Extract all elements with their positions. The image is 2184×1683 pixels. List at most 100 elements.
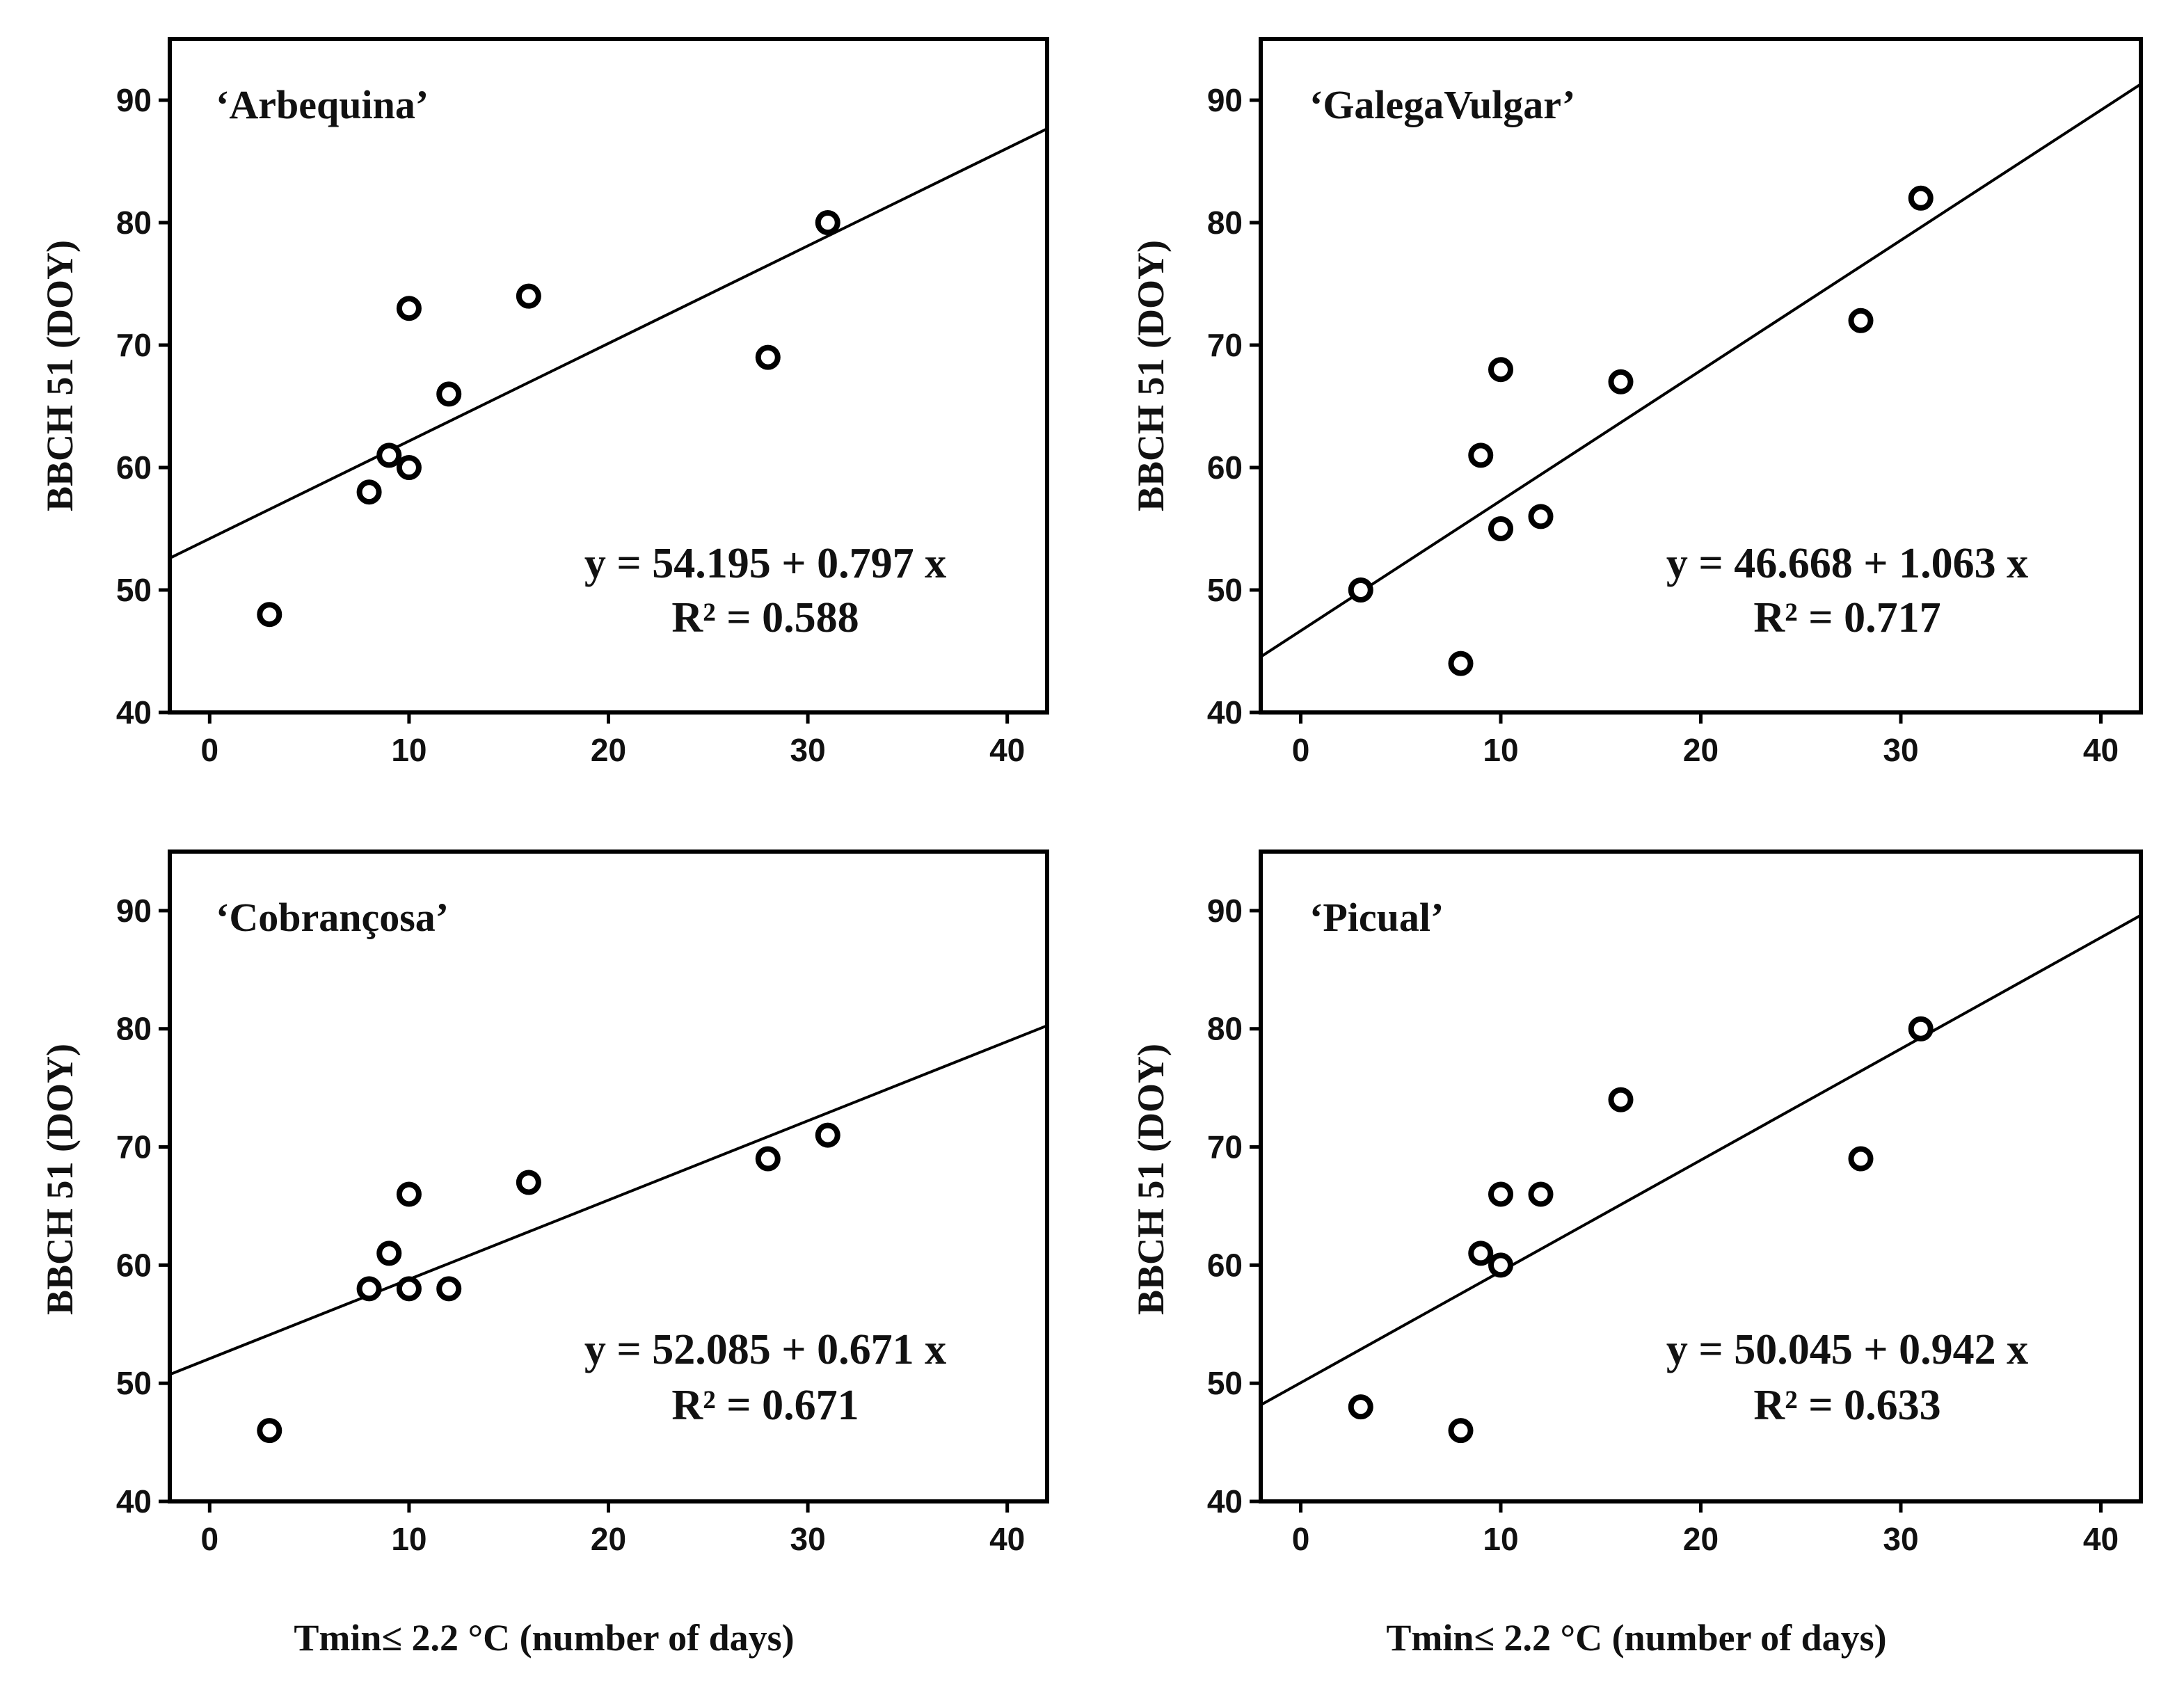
y-axis-label: BBCH 51 (DOY) [39,1044,81,1315]
data-point [1468,1241,1494,1266]
data-point [815,1122,840,1148]
x-tick-label: 30 [790,1521,826,1557]
y-tick-label: 60 [1207,1247,1243,1283]
y-tick-label: 90 [116,893,152,929]
panel-title: ‘GalegaVulgar’ [1309,82,1575,127]
data-point [396,455,422,480]
x-tick-label: 40 [2083,1521,2119,1557]
y-tick-label: 50 [116,1365,152,1401]
data-point [436,1276,462,1302]
data-point [1528,1181,1554,1207]
regression-line [1260,914,2142,1407]
x-tick-label: 10 [1483,732,1518,768]
x-tick-label: 0 [201,732,219,768]
y-tick-label: 60 [116,1247,152,1283]
r-squared: R² = 0.671 [671,1382,859,1429]
data-point [396,296,422,321]
plot-frame [168,37,1049,715]
plot-frame [1259,850,2143,1503]
y-tick-label: 50 [116,572,152,608]
y-tick-label: 70 [1207,1129,1243,1165]
y-tick-label: 40 [1207,694,1243,731]
panel-title: ‘Arbequina’ [216,82,429,127]
regression-line [1259,83,2142,658]
y-tick-label: 80 [116,205,152,241]
y-tick-label: 90 [1207,893,1243,929]
x-tick-label: 20 [591,1521,626,1557]
panel-title: ‘Cobrançosa’ [216,895,449,940]
data-point [1448,651,1474,676]
panel-plot-area: 40 50 60 70 80 90 0 10 20 30 40 [1207,82,2142,768]
x-tick-label: 0 [1292,732,1310,768]
r-squared: R² = 0.588 [671,594,859,641]
y-tick-label: 40 [1207,1483,1243,1520]
panel-galega-vulgar: 40 50 60 70 80 90 0 10 20 30 40 ‘GalegaVulgar’ y =… [1130,37,2143,768]
x-tick-label: 20 [591,732,626,768]
data-point [356,479,382,505]
data-point [516,1170,541,1195]
x-tick-label: 20 [1683,1521,1719,1557]
data-point [1448,1418,1474,1444]
x-tick-label: 10 [1483,1521,1518,1557]
data-point [257,1418,282,1444]
data-point [356,1276,382,1302]
x-tick-label: 40 [989,1521,1025,1557]
data-point [396,1276,422,1302]
data-point [815,210,840,235]
x-tick-label: 10 [391,1521,427,1557]
data-point [1348,577,1373,603]
regression-equation: y = 50.045 + 0.942 x [1666,1326,2028,1373]
x-axis-label-right: Tmin≤ 2.2 °C (number of days) [1386,1617,1886,1659]
plot-frame [168,850,1049,1503]
data-point [516,283,541,309]
y-tick-label: 70 [1207,327,1243,363]
x-axis-label-left: Tmin≤ 2.2 °C (number of days) [294,1617,794,1659]
data-point [1908,1016,1934,1042]
panel-plot-area: 40 50 60 70 80 90 0 10 20 30 40 [116,893,1048,1557]
y-tick-label: 80 [1207,205,1243,241]
regression-line [169,1024,1048,1376]
data-point [1528,504,1554,529]
data-point [1488,357,1513,383]
y-axis-label: BBCH 51 (DOY) [1130,240,1172,511]
y-tick-label: 50 [1207,572,1243,608]
panel-plot-area: 40 50 60 70 80 90 0 10 20 30 40 [116,82,1048,768]
x-tick-label: 40 [2083,732,2119,768]
y-tick-label: 90 [1207,82,1243,118]
y-tick-label: 50 [1207,1365,1243,1401]
data-point [1348,1394,1373,1420]
y-axis-label: BBCH 51 (DOY) [39,240,81,511]
data-point [1488,516,1513,541]
y-tick-label: 60 [1207,449,1243,486]
regression-equation: y = 52.085 + 0.671 x [584,1326,946,1373]
data-point [1848,308,1874,333]
y-tick-label: 80 [1207,1011,1243,1047]
y-tick-label: 80 [116,1011,152,1047]
x-tick-label: 30 [1883,732,1918,768]
data-point [1488,1252,1513,1278]
data-point [376,1241,402,1266]
x-tick-label: 20 [1683,732,1719,768]
data-point [376,442,402,468]
panel-title: ‘Picual’ [1309,895,1444,940]
y-tick-label: 90 [116,82,152,118]
y-tick-label: 40 [116,694,152,731]
data-point [1468,442,1494,468]
data-point [1908,185,1934,211]
data-point [1488,1181,1513,1207]
panel-picual: 40 50 60 70 80 90 0 10 20 30 40 ‘Picual’ y = 50.04… [1130,850,2143,1557]
panel-arbequina: 40 50 60 70 80 90 0 10 20 30 40 ‘Arbequina’ y = 54… [39,37,1049,768]
panel-plot-area: 40 50 60 70 80 90 0 10 20 30 40 [1207,893,2142,1557]
plot-frame [1259,37,2143,715]
regression-equation: y = 46.668 + 1.063 x [1666,540,2028,587]
x-tick-label: 0 [201,1521,219,1557]
y-axis-label: BBCH 51 (DOY) [1130,1044,1172,1315]
data-point [755,1146,781,1172]
y-tick-label: 70 [116,1129,152,1165]
regression-line [169,127,1048,560]
y-tick-label: 40 [116,1483,152,1520]
x-tick-label: 40 [989,732,1025,768]
x-tick-label: 0 [1292,1521,1310,1557]
x-tick-label: 10 [391,732,427,768]
